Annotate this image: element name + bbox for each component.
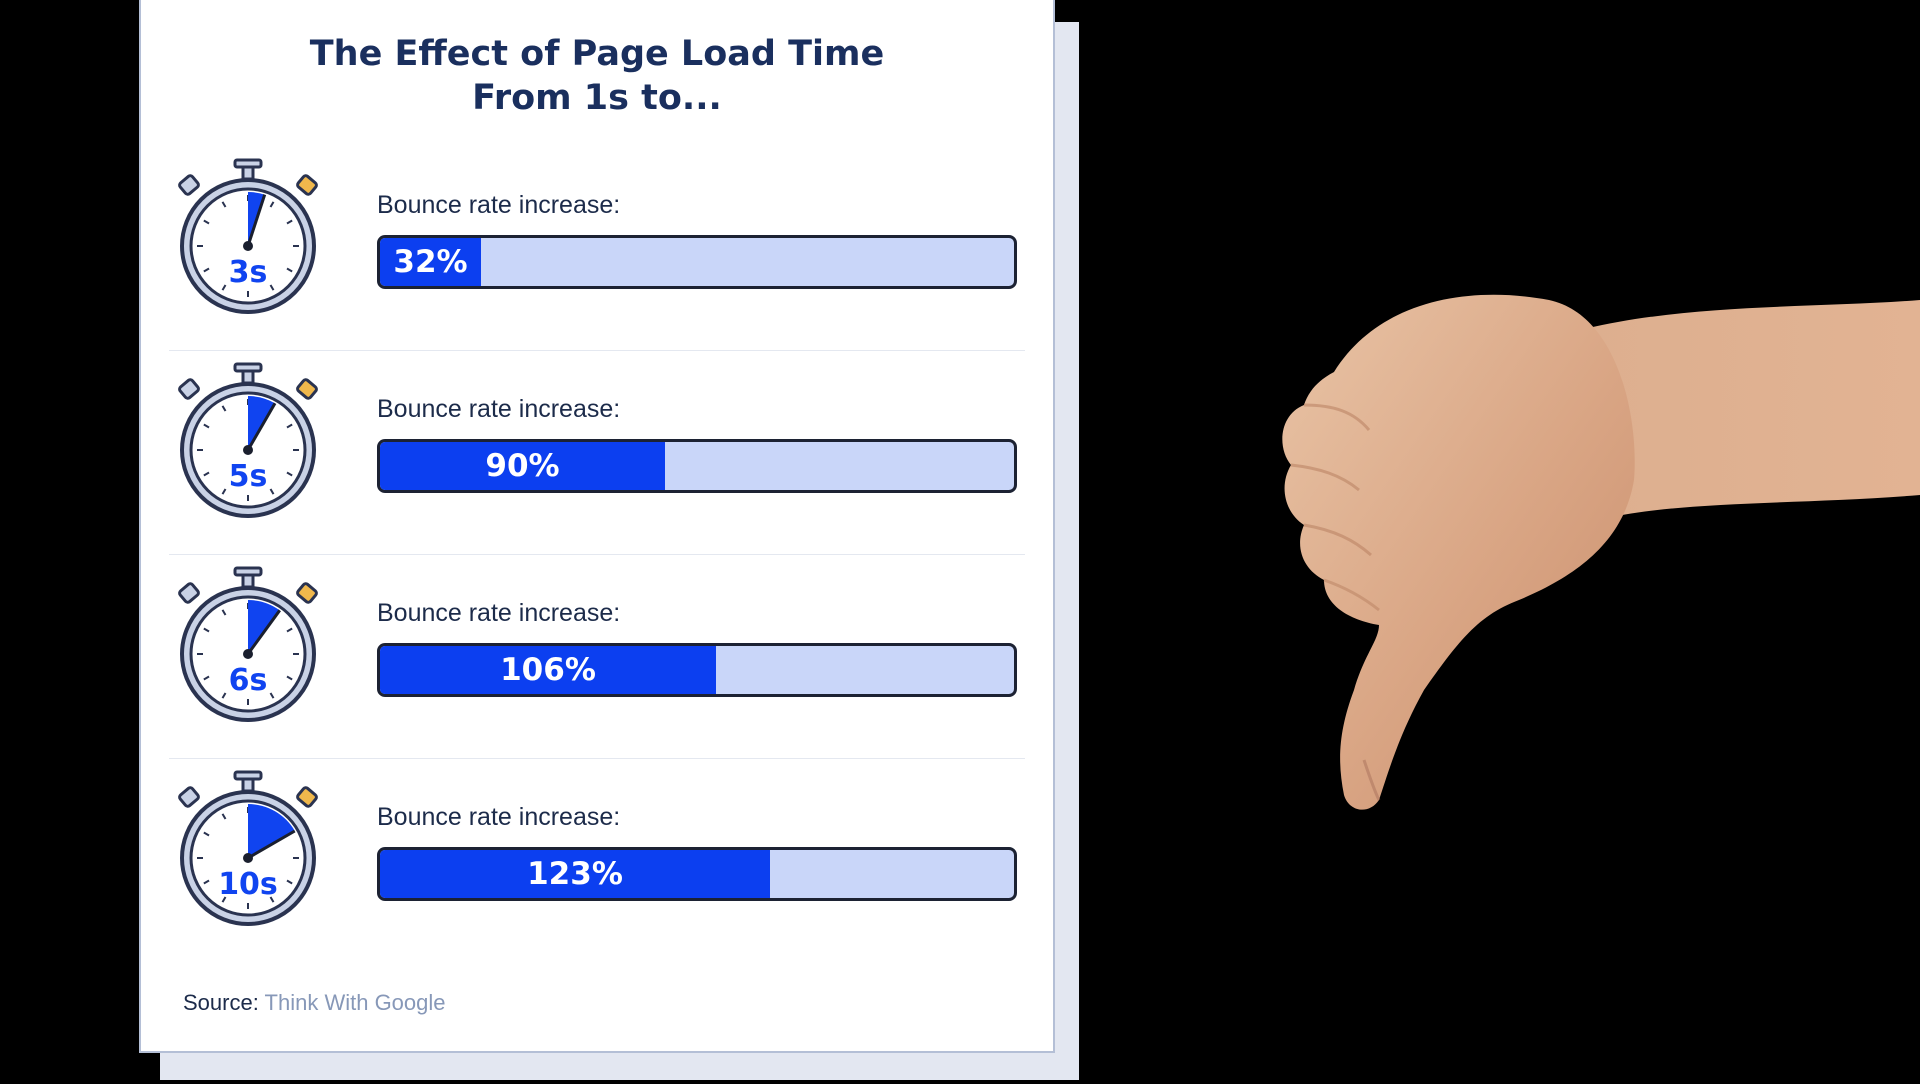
stopwatch-tick bbox=[286, 219, 293, 225]
stopwatch-icon: 6s bbox=[178, 566, 318, 722]
stopwatch-wedge bbox=[248, 804, 295, 858]
stopwatch-tick bbox=[269, 692, 275, 699]
stopwatch-left-button bbox=[178, 378, 200, 400]
bar-label: Bounce rate increase: bbox=[377, 191, 621, 219]
stopwatch-tick bbox=[286, 423, 293, 429]
stopwatch-stem bbox=[241, 369, 255, 385]
stopwatch-tick bbox=[221, 896, 227, 903]
stopwatch-tick bbox=[203, 627, 210, 633]
stopwatch-hand bbox=[246, 609, 281, 655]
stopwatch-icon: 10s bbox=[178, 770, 318, 926]
chart-title: The Effect of Page Load Time From 1s to.… bbox=[141, 32, 1053, 120]
source-line: Source: Think With Google bbox=[183, 990, 446, 1016]
stopwatch-tick bbox=[221, 813, 227, 820]
source-link[interactable]: Think With Google bbox=[264, 990, 446, 1015]
stopwatch-right-button bbox=[296, 174, 318, 196]
bar-fill: 90% bbox=[380, 442, 665, 490]
stopwatch-hand bbox=[246, 402, 277, 451]
bar-row: 10s Bounce rate increase: 123% bbox=[141, 770, 1053, 975]
row-divider bbox=[169, 350, 1025, 351]
bar-label: Bounce rate increase: bbox=[377, 599, 621, 627]
stopwatch-icon: 3s bbox=[178, 158, 318, 314]
photo-area bbox=[1079, 0, 1920, 1080]
stopwatch-hand bbox=[247, 829, 296, 860]
bar-row: 6s Bounce rate increase: 106% bbox=[141, 566, 1053, 771]
stopwatch-hand bbox=[246, 194, 267, 247]
stopwatch-tick bbox=[269, 201, 275, 208]
stopwatch-tick bbox=[203, 471, 210, 477]
stopwatch-tick bbox=[203, 219, 210, 225]
stopwatch-seconds-label: 5s bbox=[229, 459, 268, 494]
stopwatch-center-dot bbox=[243, 445, 253, 455]
bar-track: 90% bbox=[377, 439, 1017, 493]
row-divider bbox=[169, 554, 1025, 555]
stopwatch-stem bbox=[241, 573, 255, 589]
stopwatch-wedge bbox=[248, 600, 280, 654]
bar-fill: 106% bbox=[380, 646, 716, 694]
stopwatch-tick bbox=[221, 405, 227, 412]
stopwatch-tick bbox=[269, 488, 275, 495]
stopwatch-tick bbox=[203, 267, 210, 273]
stopwatch-tick bbox=[286, 879, 293, 885]
bar-track: 106% bbox=[377, 643, 1017, 697]
stopwatch-center-dot bbox=[243, 241, 253, 251]
bar-row: 5s Bounce rate increase: 90% bbox=[141, 362, 1053, 567]
infographic-card: The Effect of Page Load Time From 1s to.… bbox=[139, 0, 1055, 1053]
thumbs-down-hand-photo bbox=[1282, 294, 1920, 810]
bar-value-label: 90% bbox=[485, 448, 560, 484]
stopwatch-tick bbox=[203, 831, 210, 837]
bar-track: 123% bbox=[377, 847, 1017, 901]
stopwatch-center-dot bbox=[243, 649, 253, 659]
bar-label: Bounce rate increase: bbox=[377, 803, 621, 831]
stopwatch-tick bbox=[221, 609, 227, 616]
stopwatch-center-dot bbox=[243, 853, 253, 863]
bar-label: Bounce rate increase: bbox=[377, 395, 621, 423]
bar-value-label: 106% bbox=[500, 652, 596, 688]
bar-value-label: 123% bbox=[527, 856, 623, 892]
stopwatch-seconds-label: 10s bbox=[218, 867, 278, 902]
stopwatch-left-button bbox=[178, 582, 200, 604]
stopwatch-stem bbox=[241, 777, 255, 793]
bar-row: 3s Bounce rate increase: 32% bbox=[141, 158, 1053, 363]
stopwatch-tick bbox=[269, 896, 275, 903]
stopwatch-tick bbox=[221, 284, 227, 291]
chart-title-line-1: The Effect of Page Load Time bbox=[309, 34, 885, 74]
row-divider bbox=[169, 758, 1025, 759]
stopwatch-stem bbox=[241, 165, 255, 181]
stopwatch-right-button bbox=[296, 786, 318, 808]
stopwatch-right-button bbox=[296, 582, 318, 604]
stopwatch-tick bbox=[203, 675, 210, 681]
stopwatch-seconds-label: 6s bbox=[229, 663, 268, 698]
stopwatch-seconds-label: 3s bbox=[229, 255, 268, 290]
chart-title-line-2: From 1s to... bbox=[472, 78, 722, 118]
stopwatch-left-button bbox=[178, 174, 200, 196]
stopwatch-right-button bbox=[296, 378, 318, 400]
bar-value-label: 32% bbox=[393, 244, 468, 280]
slide-left-margin bbox=[0, 0, 137, 1080]
stopwatch-tick bbox=[221, 201, 227, 208]
stopwatch-tick bbox=[269, 284, 275, 291]
stopwatch-icon: 5s bbox=[178, 362, 318, 518]
stopwatch-tick bbox=[203, 879, 210, 885]
bar-fill: 123% bbox=[380, 850, 770, 898]
source-label: Source: bbox=[183, 990, 259, 1015]
stopwatch-tick bbox=[221, 488, 227, 495]
stopwatch-left-button bbox=[178, 786, 200, 808]
stopwatch-tick bbox=[203, 423, 210, 429]
stopwatch-tick bbox=[286, 627, 293, 633]
bar-fill: 32% bbox=[380, 238, 481, 286]
stopwatch-tick bbox=[221, 692, 227, 699]
stopwatch-tick bbox=[286, 471, 293, 477]
bar-track: 32% bbox=[377, 235, 1017, 289]
stopwatch-tick bbox=[286, 267, 293, 273]
stopwatch-tick bbox=[286, 675, 293, 681]
